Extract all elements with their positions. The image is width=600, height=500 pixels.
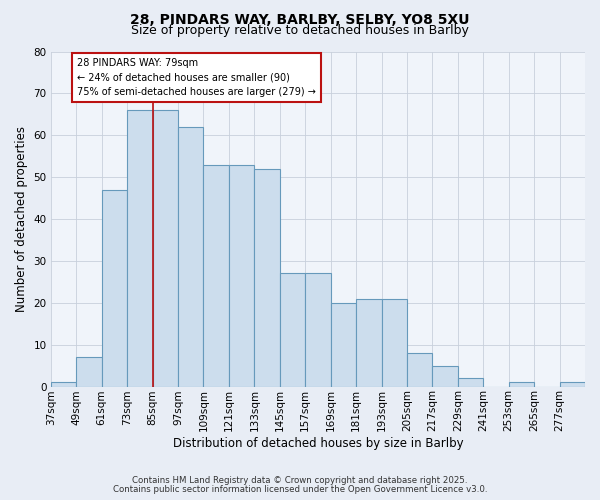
Bar	[102, 190, 127, 386]
Bar	[382, 298, 407, 386]
Bar	[509, 382, 534, 386]
Bar	[152, 110, 178, 386]
Bar	[305, 274, 331, 386]
Text: Contains HM Land Registry data © Crown copyright and database right 2025.: Contains HM Land Registry data © Crown c…	[132, 476, 468, 485]
Bar	[229, 164, 254, 386]
Text: 28, PINDARS WAY, BARLBY, SELBY, YO8 5XU: 28, PINDARS WAY, BARLBY, SELBY, YO8 5XU	[130, 12, 470, 26]
Text: Size of property relative to detached houses in Barlby: Size of property relative to detached ho…	[131, 24, 469, 37]
Bar	[254, 169, 280, 386]
Bar	[407, 353, 433, 386]
Y-axis label: Number of detached properties: Number of detached properties	[15, 126, 28, 312]
Bar	[560, 382, 585, 386]
Bar	[280, 274, 305, 386]
X-axis label: Distribution of detached houses by size in Barlby: Distribution of detached houses by size …	[173, 437, 463, 450]
Bar	[458, 378, 483, 386]
Bar	[51, 382, 76, 386]
Text: 28 PINDARS WAY: 79sqm
← 24% of detached houses are smaller (90)
75% of semi-deta: 28 PINDARS WAY: 79sqm ← 24% of detached …	[77, 58, 316, 98]
Bar	[76, 357, 102, 386]
Bar	[127, 110, 152, 386]
Bar	[331, 303, 356, 386]
Bar	[433, 366, 458, 386]
Bar	[178, 127, 203, 386]
Bar	[203, 164, 229, 386]
Text: Contains public sector information licensed under the Open Government Licence v3: Contains public sector information licen…	[113, 485, 487, 494]
Bar	[356, 298, 382, 386]
